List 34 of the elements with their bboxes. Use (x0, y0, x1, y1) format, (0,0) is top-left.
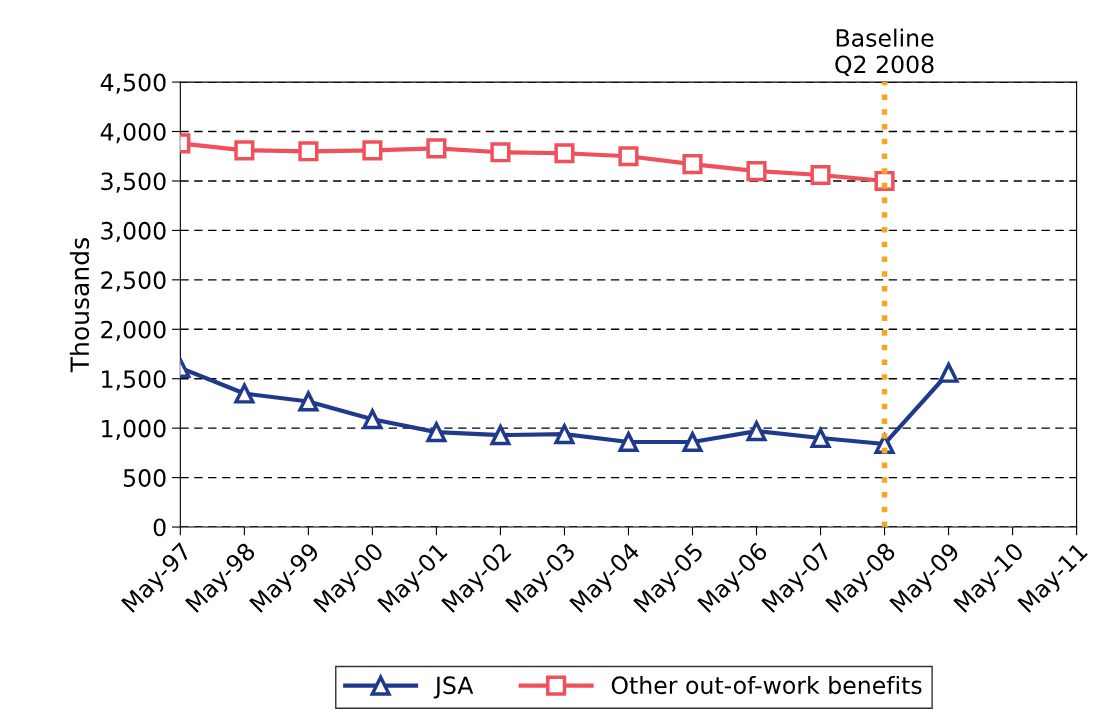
point (490, 142, 511, 163)
point (810, 164, 831, 186)
y-tick-label: 3,000 (101, 221, 166, 243)
point (234, 140, 255, 161)
point (426, 138, 447, 159)
point (681, 429, 704, 453)
y-axis-title: Thousands (69, 238, 90, 373)
y-tick-label: 0 (153, 518, 166, 537)
point (234, 383, 255, 404)
point (618, 146, 639, 167)
point (298, 391, 319, 412)
point (746, 161, 767, 182)
point (426, 422, 447, 443)
y-tick-label: 3,500 (101, 172, 166, 193)
y-tick-label: 500 (123, 469, 166, 487)
y-tick-label: 1,000 (102, 419, 166, 440)
legend-label: JSA (433, 676, 474, 699)
point (746, 421, 767, 442)
legend-label: Other out-of-work benefits (611, 675, 922, 695)
point (298, 141, 319, 162)
point (362, 409, 383, 430)
point (362, 140, 383, 161)
y-tick-label: 4,500 (100, 73, 166, 94)
point (809, 425, 832, 449)
point (682, 154, 703, 175)
point (617, 429, 640, 453)
point (554, 143, 575, 164)
point (937, 360, 960, 383)
ref-line-label: Baseline Q2 2008 (835, 28, 934, 77)
y-tick-label: 1,500 (102, 370, 166, 391)
point (554, 424, 575, 445)
y-tick-label: 2,000 (101, 320, 166, 341)
y-tick-label: 4,000 (100, 122, 166, 144)
y-tick-label: 2,500 (101, 271, 166, 292)
